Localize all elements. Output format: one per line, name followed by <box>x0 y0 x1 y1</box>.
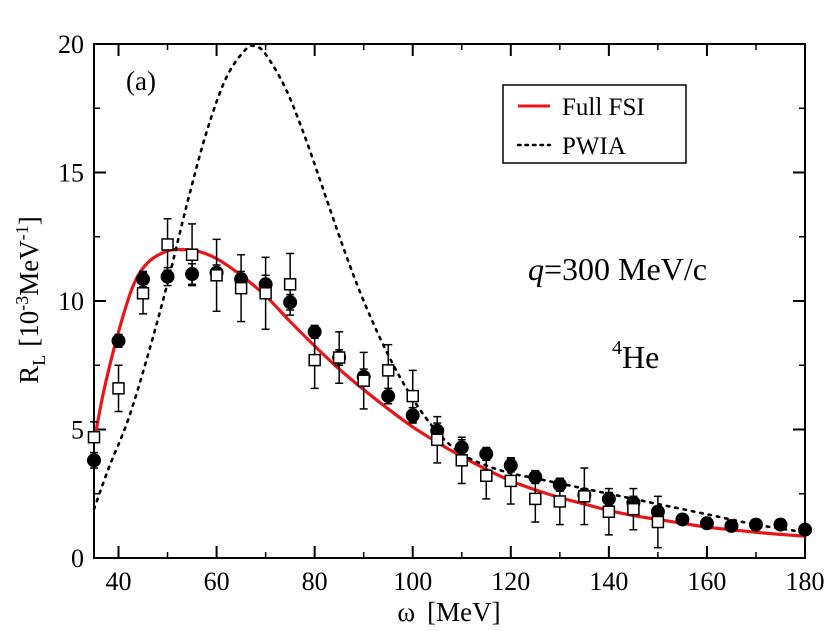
data-point-square <box>357 374 370 387</box>
x-tick-label: 120 <box>491 567 530 596</box>
data-point-square <box>553 495 567 508</box>
data-point-square <box>504 474 518 488</box>
data-point-circle <box>552 477 567 492</box>
data-point-circle <box>87 453 101 468</box>
data-point-circle <box>405 408 420 423</box>
nucleus-mass-number: 4 <box>612 337 622 359</box>
x-tick-label: 140 <box>589 567 628 596</box>
data-point-square <box>87 430 101 444</box>
y-axis-unit-mid: MeV <box>14 240 44 296</box>
data-point-square <box>627 502 640 516</box>
data-point-circle <box>798 522 812 537</box>
data-point-square <box>283 278 297 291</box>
data-point-square <box>136 287 150 300</box>
data-point-circle <box>307 324 322 339</box>
x-tick-label: 180 <box>786 567 825 596</box>
data-point-circle <box>650 504 665 519</box>
data-point-square <box>406 389 419 403</box>
y-axis-exp1: -3 <box>12 296 32 311</box>
y-axis-base: R <box>14 366 44 384</box>
data-point-circle <box>503 458 518 473</box>
data-point-circle <box>479 446 494 461</box>
y-tick-label: 0 <box>71 544 84 573</box>
data-point-circle <box>773 517 788 532</box>
y-axis-subscript: L <box>29 355 49 366</box>
data-point-circle <box>724 518 739 533</box>
data-point-square <box>112 382 125 395</box>
series-layer <box>92 44 807 538</box>
data-point-circle <box>601 491 616 506</box>
legend-box <box>502 84 687 164</box>
data-point-circle <box>136 272 151 287</box>
data-point-circle <box>185 267 200 282</box>
x-tick-label: 60 <box>204 567 230 596</box>
data-point-circle <box>283 295 298 310</box>
nucleus-annotation: 4He <box>612 337 659 375</box>
y-tick-label: 20 <box>58 30 84 59</box>
y-axis-unit-close: ] <box>14 216 44 225</box>
y-tick-label: 10 <box>58 287 84 316</box>
data-point-square <box>529 492 542 506</box>
marker-layer <box>87 238 812 537</box>
nucleus-symbol: He <box>622 339 659 375</box>
y-tick-label: 15 <box>58 159 84 188</box>
legend-label-pwia: PWIA <box>562 133 626 160</box>
x-axis-unit: [MeV] <box>427 597 500 627</box>
series-line-full-fsi <box>92 247 806 538</box>
data-point-square <box>602 505 616 518</box>
q-value: =300 MeV/c <box>544 251 707 287</box>
x-axis-title: ω [MeV] <box>397 597 500 627</box>
data-point-circle <box>748 517 763 532</box>
data-point-circle <box>675 512 690 527</box>
series-line-pwia <box>92 44 807 534</box>
data-point-circle <box>528 470 543 485</box>
q-symbol: q <box>528 251 544 287</box>
x-tick-label: 40 <box>106 567 132 596</box>
axis-ticks <box>94 43 806 559</box>
x-axis-symbol: ω <box>397 597 415 627</box>
plot-area-frame <box>93 43 806 559</box>
x-tick-label: 100 <box>393 567 432 596</box>
legend-label-full-fsi: Full FSI <box>562 94 645 121</box>
data-point-square <box>185 248 199 261</box>
y-axis-unit-open: [10 <box>14 311 44 347</box>
data-point-square <box>381 364 395 377</box>
panel-label: (a) <box>126 66 156 96</box>
data-point-square <box>234 281 248 295</box>
data-point-square <box>308 353 321 367</box>
q-annotation: q=300 MeV/c <box>528 251 707 287</box>
data-point-square <box>651 515 665 529</box>
data-point-square <box>578 490 591 503</box>
x-tick-label: 160 <box>687 567 726 596</box>
data-point-square <box>455 454 469 467</box>
data-point-circle <box>111 333 126 348</box>
y-tick-label: 5 <box>71 416 84 445</box>
y-axis-title: RL [10-3MeV-1] <box>12 216 49 384</box>
data-point-circle <box>381 389 396 404</box>
data-point-circle <box>454 440 469 455</box>
data-point-square <box>430 433 444 447</box>
data-point-circle <box>160 269 175 284</box>
y-axis-exp2: -1 <box>12 225 32 240</box>
legend: Full FSI PWIA <box>502 84 687 164</box>
data-point-circle <box>699 516 714 531</box>
axis-tick-labels: 40 60 80 100 120 140 160 180 0 5 10 15 20 <box>58 30 825 596</box>
data-point-square <box>161 238 174 251</box>
data-point-square <box>480 469 493 483</box>
data-point-square <box>259 287 272 300</box>
data-point-square <box>332 351 346 364</box>
data-point-square <box>210 269 223 282</box>
x-tick-label: 80 <box>302 567 328 596</box>
